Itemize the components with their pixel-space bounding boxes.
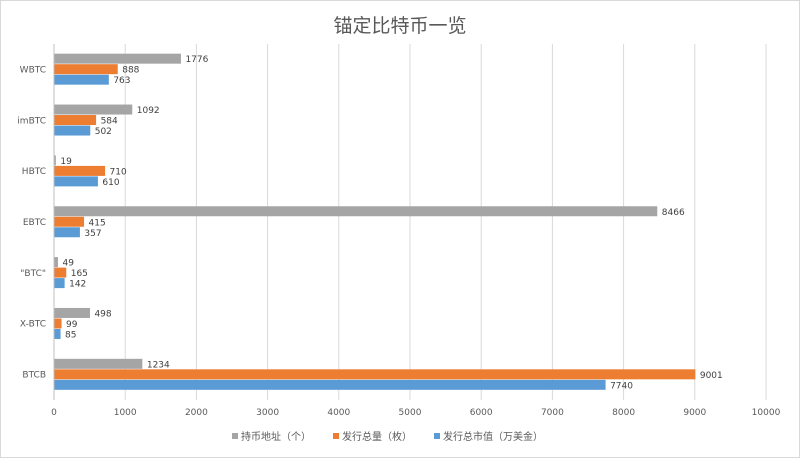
data-label: 85 [65,330,76,340]
bar [54,125,91,136]
data-label: 1092 [137,106,160,116]
bar [54,267,67,278]
x-tick-label: 1000 [114,408,137,418]
bar [54,115,97,126]
bar [54,278,65,289]
bar [54,257,58,268]
x-tick-label: 2000 [185,408,208,418]
legend-swatch [232,433,238,439]
data-label: 610 [102,178,119,188]
data-label: 19 [60,157,72,167]
x-tick-label: 5000 [399,408,422,418]
bar [54,176,98,187]
legend-label: 持币地址（个） [241,430,311,443]
bar [54,64,118,75]
x-tick-label: 8000 [612,408,635,418]
bar [54,104,133,115]
category-label: WBTC [20,65,46,75]
category-label: BTCB [22,371,46,381]
data-label: 1776 [185,55,208,65]
data-label: 142 [69,280,86,290]
x-tick-label: 4000 [327,408,350,418]
data-label: 357 [84,229,101,239]
category-label: HBTC [22,167,46,177]
data-label: 99 [66,320,78,330]
data-label: 415 [89,218,106,228]
data-label: 584 [101,117,118,127]
data-label: 7740 [610,381,633,391]
x-tick-label: 6000 [470,408,493,418]
data-label: 9001 [700,371,723,381]
x-tick-label: 0 [51,408,57,418]
legend-swatch [333,433,339,439]
bar [54,165,106,176]
chart-title: 锚定比特币一览 [333,15,466,37]
data-label: 1234 [147,360,170,370]
x-tick-label: 10000 [752,408,781,418]
x-tick-label: 7000 [541,408,564,418]
data-label: 165 [71,269,88,279]
bar [54,318,62,329]
data-label: 49 [62,259,74,269]
bar [54,379,606,390]
bar [54,206,658,217]
x-tick-label: 9000 [683,408,706,418]
category-label: EBTC [23,218,46,228]
legend-label: 发行总量（枚） [342,430,412,443]
bar [54,74,109,85]
data-label: 763 [113,76,130,86]
category-label: imBTC [17,116,46,126]
bar [54,53,181,64]
category-label: X-BTC [20,320,46,330]
bar [54,369,696,380]
bar [54,216,85,227]
bar [54,155,56,166]
data-label: 710 [110,167,127,177]
data-label: 888 [122,66,139,76]
legend-label: 发行总市值（万美金） [443,430,543,443]
category-label: "BTC" [20,269,46,279]
bar [54,328,61,339]
bar [54,227,80,238]
data-label: 8466 [662,208,685,218]
data-label: 502 [95,127,112,137]
legend-swatch [434,433,440,439]
bar [54,358,143,369]
data-label: 498 [94,309,111,319]
bar [54,307,90,318]
x-tick-label: 3000 [256,408,279,418]
